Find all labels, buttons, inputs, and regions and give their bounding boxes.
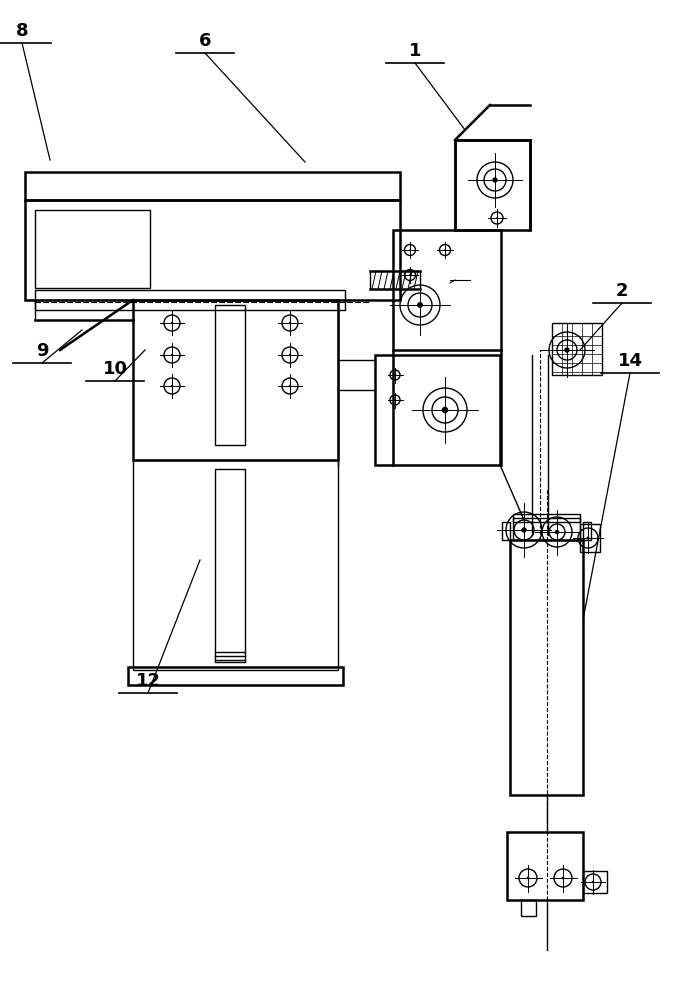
Circle shape bbox=[492, 177, 498, 183]
Circle shape bbox=[171, 385, 173, 387]
Bar bbox=[375, 355, 500, 465]
Bar bbox=[513, 518, 580, 540]
Bar bbox=[583, 871, 607, 893]
Bar bbox=[25, 172, 400, 200]
Bar bbox=[510, 540, 583, 795]
Circle shape bbox=[526, 877, 529, 879]
Circle shape bbox=[564, 347, 570, 353]
Bar bbox=[35, 210, 150, 288]
Circle shape bbox=[444, 249, 446, 251]
Circle shape bbox=[561, 877, 564, 879]
Bar bbox=[128, 667, 343, 685]
Bar bbox=[133, 300, 338, 460]
Bar bbox=[552, 323, 602, 375]
Bar bbox=[133, 460, 338, 670]
Text: 14: 14 bbox=[617, 352, 643, 370]
Text: 12: 12 bbox=[136, 672, 160, 690]
Circle shape bbox=[587, 536, 589, 540]
Circle shape bbox=[289, 354, 291, 356]
Text: 8: 8 bbox=[15, 22, 28, 40]
Text: 2: 2 bbox=[616, 282, 629, 300]
Bar bbox=[521, 900, 536, 916]
Circle shape bbox=[394, 399, 395, 401]
Circle shape bbox=[554, 530, 559, 534]
Circle shape bbox=[394, 374, 395, 376]
Circle shape bbox=[410, 274, 411, 276]
Circle shape bbox=[417, 302, 423, 308]
Bar bbox=[507, 832, 583, 900]
Bar bbox=[455, 140, 530, 230]
Bar bbox=[393, 230, 501, 350]
Text: 10: 10 bbox=[102, 360, 127, 378]
Bar bbox=[25, 200, 400, 300]
Bar bbox=[513, 514, 580, 522]
Circle shape bbox=[171, 354, 173, 356]
Text: 1: 1 bbox=[409, 42, 421, 60]
Bar bbox=[215, 469, 245, 662]
Text: 6: 6 bbox=[199, 32, 211, 50]
Bar bbox=[583, 522, 591, 540]
Circle shape bbox=[522, 527, 526, 533]
Circle shape bbox=[442, 407, 448, 413]
Circle shape bbox=[410, 249, 411, 251]
Circle shape bbox=[496, 217, 498, 219]
Bar bbox=[580, 524, 600, 552]
Circle shape bbox=[592, 881, 594, 883]
Bar bbox=[215, 305, 245, 445]
Circle shape bbox=[289, 322, 291, 324]
Text: 9: 9 bbox=[36, 342, 48, 360]
Circle shape bbox=[289, 385, 291, 387]
Circle shape bbox=[171, 322, 173, 324]
Bar bbox=[35, 290, 345, 310]
Bar bbox=[502, 522, 510, 540]
